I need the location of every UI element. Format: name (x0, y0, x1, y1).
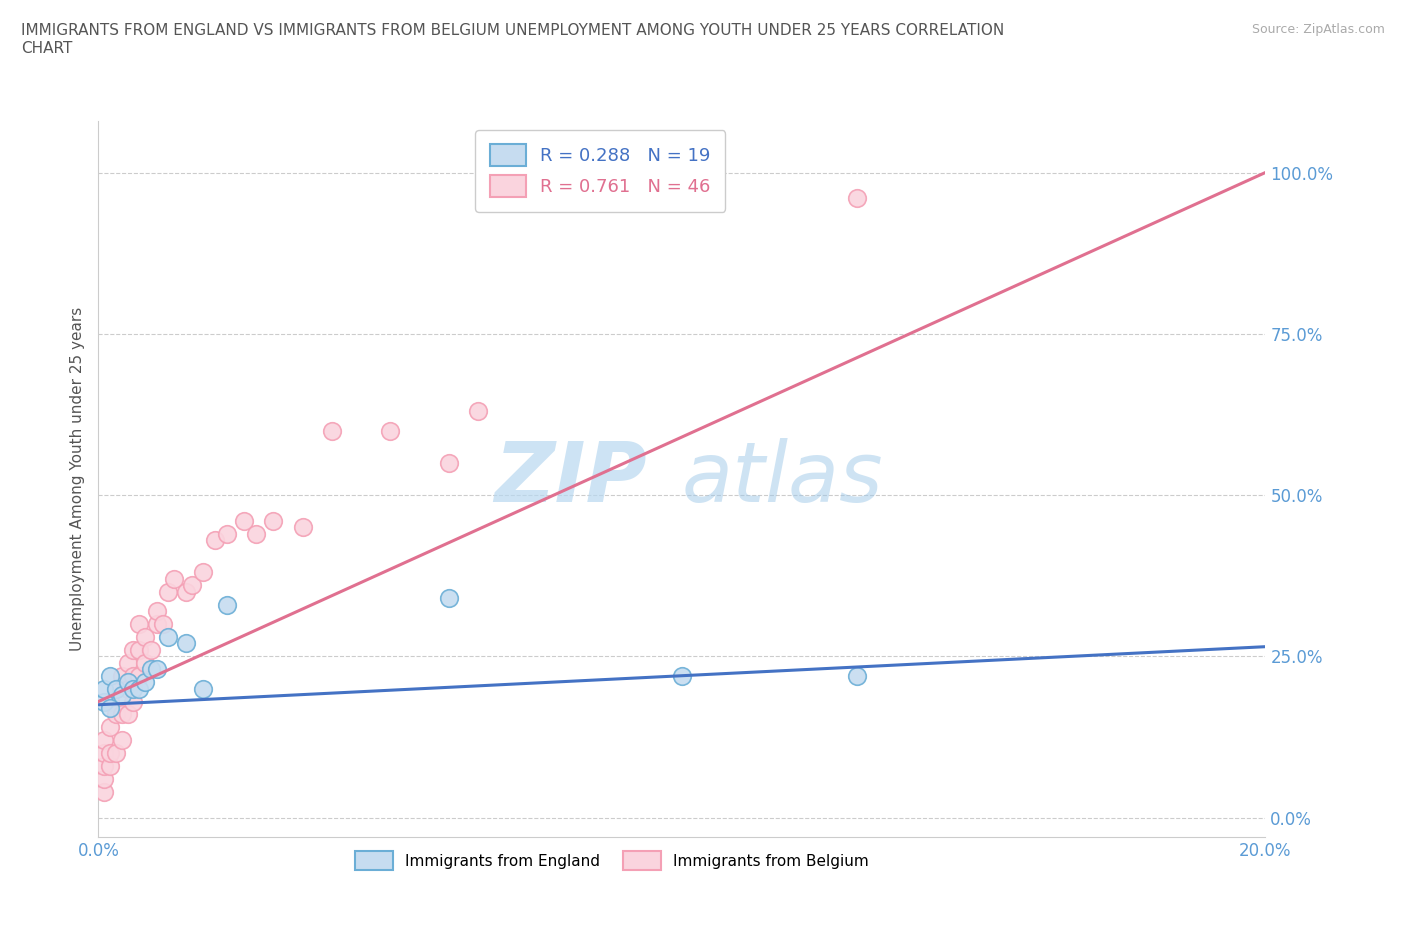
Point (215, 526, 238, 541)
Text: Source: ZipAtlas.com: Source: ZipAtlas.com (1251, 23, 1385, 36)
Point (233, 513, 256, 528)
Point (93, 784, 115, 799)
Point (671, 669, 693, 684)
Point (146, 617, 169, 631)
Point (152, 617, 174, 631)
Point (117, 656, 139, 671)
Point (380, 423, 402, 438)
Point (111, 687, 134, 702)
Point (98, 759, 121, 774)
Point (128, 643, 150, 658)
Point (128, 617, 150, 631)
Point (93, 746, 115, 761)
Point (93, 733, 115, 748)
Legend: Immigrants from England, Immigrants from Belgium: Immigrants from England, Immigrants from… (349, 845, 876, 876)
Point (93, 681, 115, 696)
Point (157, 630, 180, 644)
Text: IMMIGRANTS FROM ENGLAND VS IMMIGRANTS FROM BELGIUM UNEMPLOYMENT AMONG YOUTH UNDE: IMMIGRANTS FROM ENGLAND VS IMMIGRANTS FR… (21, 23, 1004, 56)
Point (193, 681, 215, 696)
Point (111, 669, 134, 684)
Point (467, 404, 489, 418)
Point (215, 597, 238, 612)
Point (134, 656, 156, 671)
Y-axis label: Unemployment Among Youth under 25 years: Unemployment Among Youth under 25 years (69, 307, 84, 651)
Point (321, 423, 343, 438)
Point (128, 681, 150, 696)
Point (98, 700, 121, 715)
Point (117, 681, 139, 696)
Point (134, 675, 156, 690)
Point (157, 584, 180, 599)
Point (437, 591, 460, 605)
Point (98, 720, 121, 735)
Point (139, 643, 162, 658)
Point (262, 513, 284, 528)
Point (93, 759, 115, 774)
Point (204, 533, 226, 548)
Point (117, 707, 139, 722)
Text: atlas: atlas (682, 438, 883, 520)
Point (846, 191, 869, 206)
Text: ZIP: ZIP (495, 438, 647, 520)
Point (98, 746, 121, 761)
Point (193, 565, 215, 580)
Point (104, 746, 127, 761)
Point (104, 707, 127, 722)
Point (122, 694, 145, 709)
Point (134, 630, 156, 644)
Point (163, 572, 186, 587)
Point (437, 456, 460, 471)
Point (104, 681, 127, 696)
Point (245, 526, 267, 541)
Point (93, 694, 115, 709)
Point (117, 675, 139, 690)
Point (98, 669, 121, 684)
Point (846, 669, 869, 684)
Point (139, 662, 162, 677)
Point (98, 694, 121, 709)
Point (104, 681, 127, 696)
Point (122, 643, 145, 658)
Point (180, 578, 202, 592)
Point (174, 584, 197, 599)
Point (174, 636, 197, 651)
Point (146, 662, 169, 677)
Point (111, 707, 134, 722)
Point (122, 669, 145, 684)
Point (128, 669, 150, 684)
Point (111, 733, 134, 748)
Point (122, 681, 145, 696)
Point (93, 772, 115, 787)
Point (291, 520, 314, 535)
Point (146, 604, 169, 618)
